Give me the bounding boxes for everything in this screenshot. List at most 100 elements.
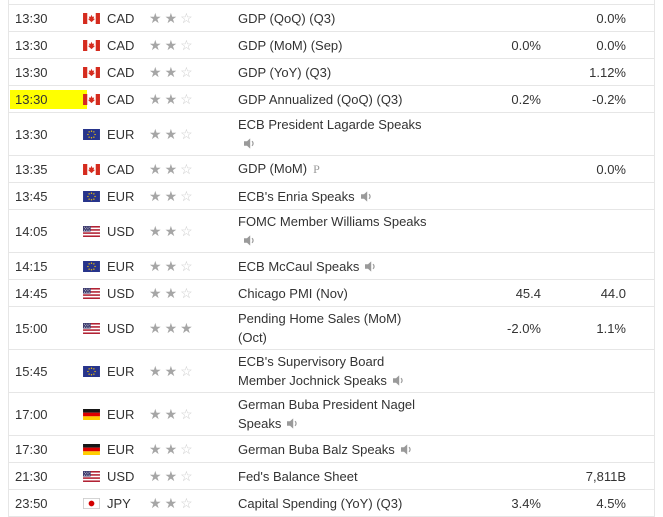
event-time: 17:00	[15, 406, 48, 422]
event-time: 15:00	[15, 320, 48, 336]
event-link[interactable]: GDP (MoM) (Sep)	[238, 37, 343, 53]
previous-value: 0.0%	[596, 10, 626, 26]
event-link[interactable]: ECB's Supervisory Board Member Jochnick S…	[238, 354, 406, 388]
event-link[interactable]: Fed's Balance Sheet	[238, 468, 358, 484]
event-time-cell: 14:45	[9, 284, 79, 303]
event-link[interactable]: ECB's Enria Speaks	[238, 189, 374, 204]
event-name-cell: GDP (MoM) P	[226, 159, 441, 179]
importance-stars: ★★☆	[146, 37, 226, 54]
event-name-cell: ECB's Enria Speaks	[226, 187, 441, 206]
event-link[interactable]: Pending Home Sales (MoM) (Oct)	[238, 311, 402, 345]
table-row: 13:35 CAD ★★☆ GDP (MoM) P 0.0%	[9, 156, 654, 183]
flag-canada-icon	[83, 163, 100, 175]
flag-usa-icon	[83, 470, 100, 482]
star-filled-icon: ★	[164, 284, 181, 301]
importance-stars: ★★☆	[146, 188, 226, 205]
currency-code: EUR	[107, 441, 135, 457]
table-row: 13:30 CAD ★★☆ GDP (YoY) (Q3) 1.12%	[9, 59, 654, 86]
event-link[interactable]: ECB President Lagarde Speaks	[238, 117, 422, 151]
event-link[interactable]: GDP (MoM) P	[238, 161, 320, 176]
star-filled-icon: ★	[164, 187, 181, 204]
star-empty-icon: ☆	[180, 36, 196, 53]
star-filled-icon: ★	[149, 63, 165, 80]
event-time: 14:15	[15, 258, 48, 274]
event-time: 14:05	[15, 223, 48, 239]
event-time-cell: 13:30	[9, 125, 79, 144]
flag-usa-icon	[83, 287, 100, 299]
event-name-cell: Fed's Balance Sheet	[226, 467, 441, 486]
flag-germany-icon	[83, 408, 100, 420]
importance-stars: ★★☆	[146, 126, 226, 143]
event-time: 17:30	[15, 441, 48, 457]
event-time-cell: 13:30	[9, 9, 79, 28]
event-link[interactable]: GDP (YoY) (Q3)	[238, 64, 332, 80]
star-filled-icon: ★	[164, 125, 181, 142]
star-filled-icon: ★	[149, 284, 165, 301]
currency-code: CAD	[107, 161, 135, 177]
event-link[interactable]: GDP (QoQ) (Q3)	[238, 10, 336, 26]
currency-cell: CAD	[79, 11, 146, 26]
event-time: 13:30	[15, 126, 48, 142]
star-filled-icon: ★	[164, 63, 181, 80]
event-link[interactable]: GDP Annualized (QoQ) (Q3)	[238, 91, 403, 107]
table-row: 14:15 EUR ★★☆ ECB McCaul Speaks	[9, 253, 654, 280]
table-row: 13:30 CAD ★★☆ GDP Annualized (QoQ) (Q3) …	[9, 86, 654, 113]
economic-calendar-table: 13:30 CAD ★★☆ GDP (QoQ) (Q3) 0.0% 13:30 …	[8, 0, 655, 517]
event-time: 21:30	[15, 468, 48, 484]
forecast-value: 0.0%	[511, 37, 541, 53]
star-empty-icon: ☆	[180, 160, 196, 177]
table-row: 13:30 CAD ★★☆ GDP (QoQ) (Q3) 0.0%	[9, 5, 654, 32]
event-name-cell: GDP (QoQ) (Q3)	[226, 9, 441, 28]
speaker-icon	[244, 235, 257, 246]
currency-code: EUR	[107, 126, 135, 142]
event-time: 14:45	[15, 285, 48, 301]
flag-usa-icon	[83, 225, 100, 237]
event-time-cell: 13:45	[9, 187, 79, 206]
table-row: 17:00 EUR ★★☆ German Buba President Nage…	[9, 393, 654, 436]
event-name-cell: FOMC Member Williams Speaks	[226, 212, 441, 250]
event-link[interactable]: German Buba President Nagel Speaks	[238, 397, 416, 431]
star-empty-icon: ☆	[180, 494, 196, 511]
star-filled-icon: ★	[149, 257, 165, 274]
star-empty-icon: ☆	[180, 362, 196, 379]
event-time-cell: 13:30	[9, 89, 87, 109]
star-filled-icon: ★	[149, 494, 165, 511]
flag-eu-icon	[83, 260, 100, 272]
importance-stars: ★★★	[146, 320, 226, 337]
star-filled-icon: ★	[149, 222, 165, 239]
event-name-cell: GDP (MoM) (Sep)	[226, 36, 441, 55]
event-time: 13:30	[15, 64, 48, 80]
currency-cell: JPY	[79, 496, 146, 511]
star-empty-icon: ☆	[180, 125, 196, 142]
importance-stars: ★★☆	[146, 406, 226, 423]
currency-cell: USD	[79, 469, 146, 484]
event-name-cell: ECB McCaul Speaks	[226, 257, 441, 276]
table-row: 15:00 USD ★★★ Pending Home Sales (MoM) (O…	[9, 307, 654, 350]
currency-code: EUR	[107, 406, 135, 422]
event-link[interactable]: German Buba Balz Speaks	[238, 442, 414, 457]
star-filled-icon: ★	[164, 467, 181, 484]
star-filled-icon: ★	[149, 362, 165, 379]
previous-value: 44.0	[600, 285, 626, 301]
importance-stars: ★★☆	[146, 10, 226, 27]
importance-stars: ★★☆	[146, 64, 226, 81]
event-time-highlighted: 13:30	[10, 89, 87, 109]
star-filled-icon: ★	[164, 222, 181, 239]
star-filled-icon: ★	[164, 405, 181, 422]
previous-value: 7,811B	[585, 468, 626, 484]
previous-value: 1.12%	[589, 64, 626, 80]
event-time-cell: 17:30	[9, 440, 79, 459]
currency-code: USD	[107, 320, 135, 336]
speaker-icon	[287, 418, 300, 429]
table-row: 14:45 USD ★★☆ Chicago PMI (Nov) 45.4 44.…	[9, 280, 654, 307]
event-link[interactable]: ECB McCaul Speaks	[238, 259, 378, 274]
star-empty-icon: ☆	[180, 257, 196, 274]
forecast-value: 0.2%	[511, 91, 541, 107]
forecast-value: -2.0%	[507, 320, 541, 336]
event-time-cell: 13:30	[9, 36, 79, 55]
event-link[interactable]: Capital Spending (YoY) (Q3)	[238, 495, 403, 511]
currency-code: CAD	[107, 37, 135, 53]
event-link[interactable]: Chicago PMI (Nov)	[238, 285, 348, 301]
event-link[interactable]: FOMC Member Williams Speaks	[238, 214, 427, 248]
speaker-icon	[400, 443, 414, 455]
